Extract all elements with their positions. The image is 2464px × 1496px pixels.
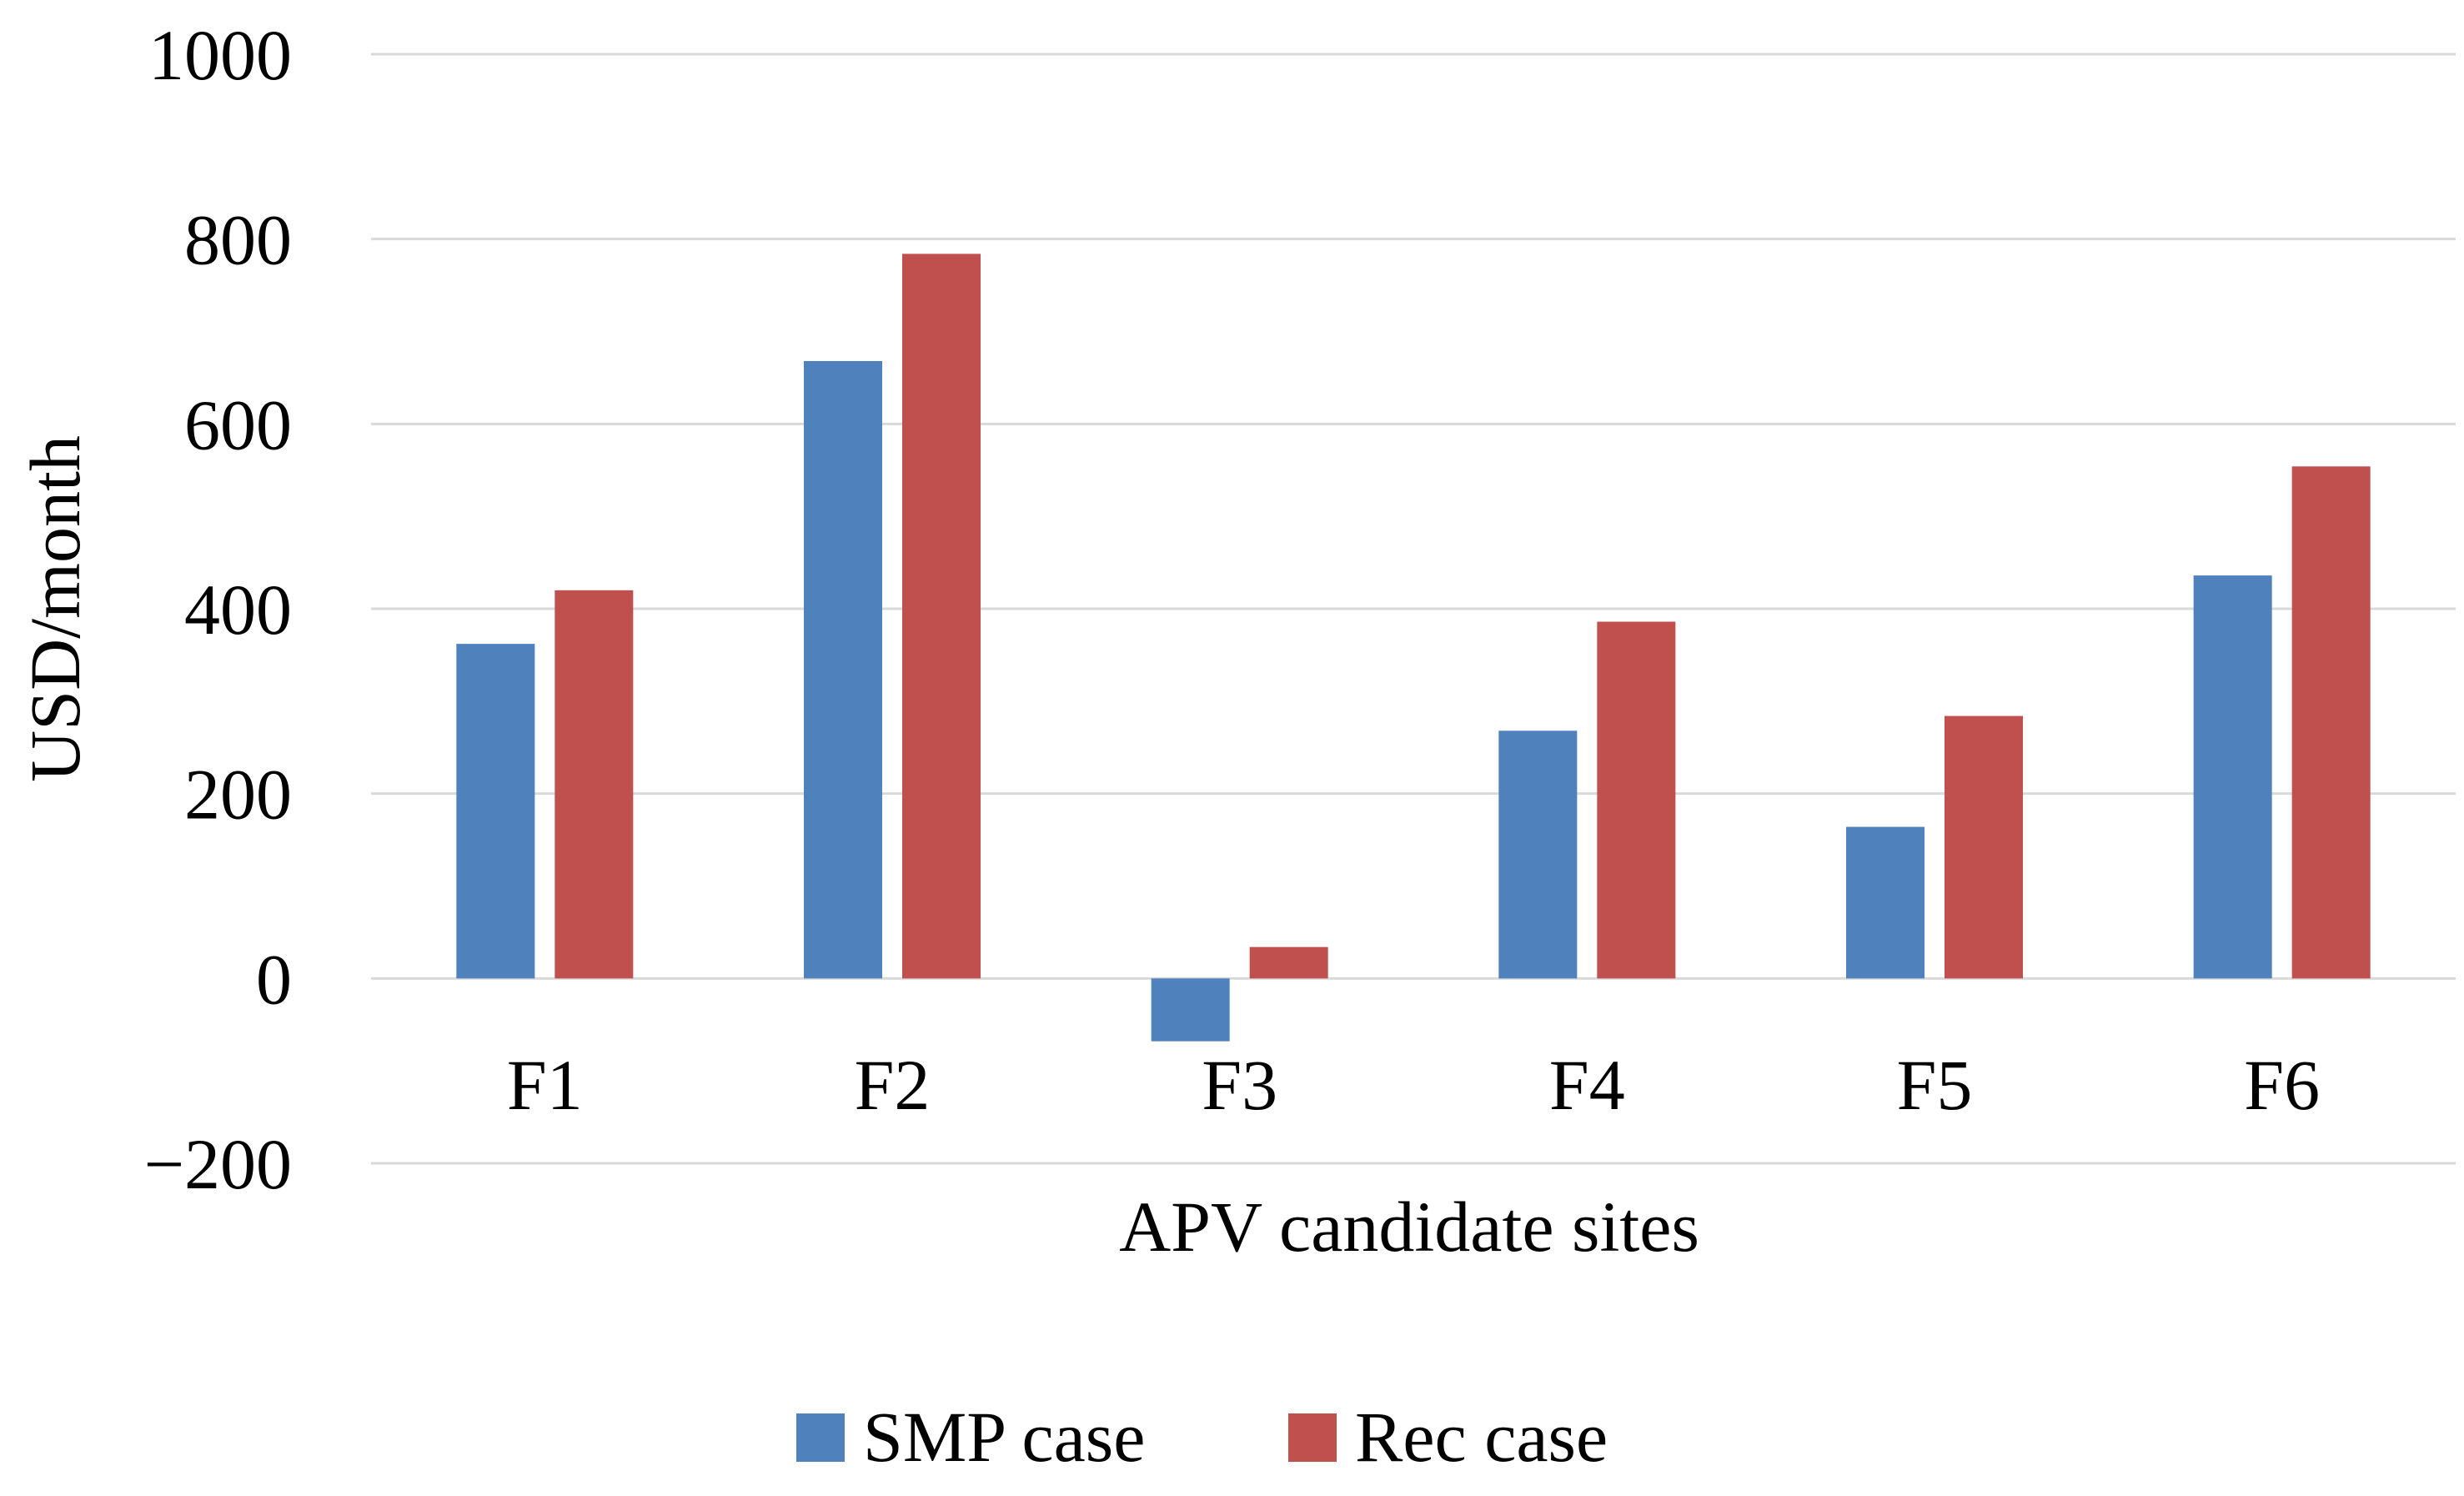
y-axis-title: USD/month (15, 435, 95, 782)
bar-smp-case-f6 (2193, 575, 2272, 979)
bar-smp-case-f3 (1151, 978, 1230, 1042)
bar-rec-case-f5 (1945, 715, 2023, 979)
bar-rec-case-f3 (1249, 946, 1328, 979)
x-tick-label-f3: F3 (1202, 1045, 1277, 1125)
bar-rec-case-f2 (902, 254, 981, 979)
bar-rec-case-f1 (555, 590, 634, 979)
y-tick-label-0: −200 (143, 1124, 292, 1204)
y-tick-label-1: 0 (256, 939, 292, 1019)
y-tick-labels: −200 0 200 400 600 800 1000 (143, 15, 292, 1204)
x-tick-label-f2: F2 (855, 1045, 931, 1125)
x-tick-label-f4: F4 (1549, 1045, 1625, 1125)
x-tick-label-f1: F1 (507, 1045, 583, 1125)
y-tick-label-4: 600 (184, 384, 292, 464)
legend-label-smp-case: SMP case (863, 1397, 1145, 1477)
gridlines (371, 53, 2456, 1165)
x-tick-labels: F1 F2 F3 F4 F5 F6 (507, 1045, 2320, 1125)
bars (456, 254, 2371, 1042)
x-axis-title: APV candidate sites (1119, 1187, 1699, 1267)
bar-smp-case-f1 (456, 644, 535, 979)
bar-smp-case-f5 (1846, 826, 1925, 979)
bar-rec-case-f6 (2291, 466, 2371, 979)
legend-swatch-rec-case (1288, 1413, 1337, 1462)
legend: SMP case Rec case (796, 1397, 1608, 1477)
y-tick-label-2: 200 (184, 755, 292, 835)
y-tick-label-5: 800 (184, 200, 292, 280)
y-tick-label-3: 400 (184, 570, 292, 650)
legend-label-rec-case: Rec case (1355, 1397, 1608, 1477)
x-tick-label-f5: F5 (1897, 1045, 1973, 1125)
y-tick-label-6: 1000 (148, 15, 292, 95)
bar-smp-case-f4 (1498, 730, 1578, 979)
legend-swatch-smp-case (796, 1413, 845, 1462)
bar-smp-case-f2 (804, 360, 882, 979)
x-tick-label-f6: F6 (2244, 1045, 2320, 1125)
bar-rec-case-f4 (1597, 621, 1676, 979)
